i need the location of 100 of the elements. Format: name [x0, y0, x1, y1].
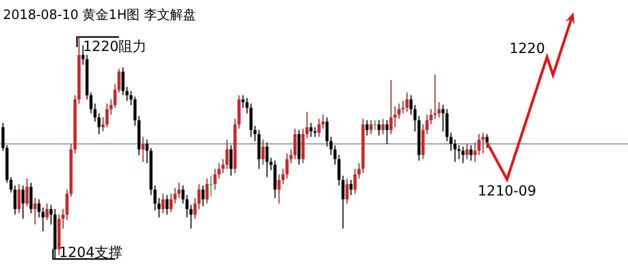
candlestick [190, 204, 192, 229]
candlestick [334, 144, 336, 166]
candlestick [390, 80, 392, 135]
candlestick [166, 194, 168, 216]
candlestick [394, 106, 396, 128]
candlestick [398, 103, 400, 120]
candlestick [90, 92, 92, 114]
candlestick [178, 182, 180, 198]
candlestick [14, 184, 16, 216]
candlestick [50, 204, 52, 225]
candlestick [450, 132, 452, 152]
candlestick [202, 184, 204, 207]
text: 1220 [509, 41, 545, 57]
candlestick [386, 120, 388, 144]
candlestick [354, 168, 356, 194]
candlestick [38, 198, 40, 218]
candlestick [414, 104, 416, 132]
annotation: 1210-09 [478, 183, 536, 200]
candlestick [350, 179, 352, 196]
candlestick [210, 175, 212, 198]
candlestick [342, 175, 344, 229]
candlestick [82, 44, 84, 66]
candlestick [186, 194, 188, 218]
candlestick [286, 153, 288, 180]
candlestick [474, 142, 476, 162]
candlestick [118, 68, 120, 93]
candlestick [98, 112, 100, 135]
candlestick [382, 118, 384, 135]
candlestick [282, 168, 284, 185]
candlestick [266, 142, 268, 178]
candlestick [458, 144, 460, 160]
candlestick [262, 139, 264, 166]
candlestick [374, 120, 376, 130]
candlestick [222, 158, 224, 174]
candlestick [2, 122, 4, 152]
candlestick [470, 144, 472, 161]
candlestick [326, 116, 328, 148]
candlestick [462, 146, 464, 164]
candlestick [270, 157, 272, 171]
candlestick [146, 139, 148, 164]
candlestick [254, 125, 256, 142]
candlestick [206, 178, 208, 204]
candlestick [30, 182, 32, 214]
candlestick [174, 188, 176, 204]
candlestick [482, 132, 484, 154]
candlestick [182, 184, 184, 204]
candlestick [214, 168, 216, 190]
candlestick [370, 120, 372, 135]
candlestick [430, 108, 432, 125]
candlestick [10, 176, 12, 193]
candlestick [330, 136, 332, 156]
candlestick [246, 98, 248, 114]
annotation: 1220阻力 [83, 39, 147, 55]
candlestick [106, 103, 108, 128]
candlestick [250, 103, 252, 138]
candlestick [142, 136, 144, 162]
candlestick [126, 86, 128, 102]
candlestick [378, 120, 380, 136]
candlestick [34, 197, 36, 225]
candlestick [154, 184, 156, 211]
candlestick [198, 184, 200, 210]
candlestick [94, 103, 96, 122]
candlestick [194, 197, 196, 220]
candlestick [26, 178, 28, 207]
candlestick [242, 94, 244, 108]
candlestick [130, 90, 132, 106]
candlestick [366, 120, 368, 136]
candlestick [170, 193, 172, 212]
candlestick [358, 162, 360, 180]
candlestick [442, 104, 444, 132]
candlestick [338, 154, 340, 186]
candlestick [278, 174, 280, 204]
candlestick [438, 102, 440, 118]
candlestick [102, 116, 104, 132]
candlestick [318, 118, 320, 138]
candlestick [230, 144, 232, 176]
candlestick [62, 208, 64, 229]
candlestick [226, 139, 228, 170]
candlestick [158, 197, 160, 218]
candlestick [346, 178, 348, 204]
candlestick [290, 148, 292, 164]
candlestick [46, 203, 48, 221]
candlestick [426, 114, 428, 135]
candlestick [294, 128, 296, 160]
candlestick [134, 96, 136, 126]
candlestick [466, 143, 468, 160]
candlestick [478, 134, 480, 156]
annotation: 1204支撑 [59, 245, 123, 261]
candlestick [310, 122, 312, 138]
candlestick [114, 84, 116, 108]
candlestick [486, 134, 488, 148]
candlestick [42, 207, 44, 232]
candlestick [218, 162, 220, 180]
candlestick [410, 94, 412, 116]
candlestick [66, 189, 68, 221]
candlestick [406, 92, 408, 112]
candlestick [122, 67, 124, 96]
chart-title: 2018-08-10 黄金1H图 李文解盘 [3, 8, 196, 23]
candlestick [162, 193, 164, 214]
candlestick [110, 98, 112, 116]
